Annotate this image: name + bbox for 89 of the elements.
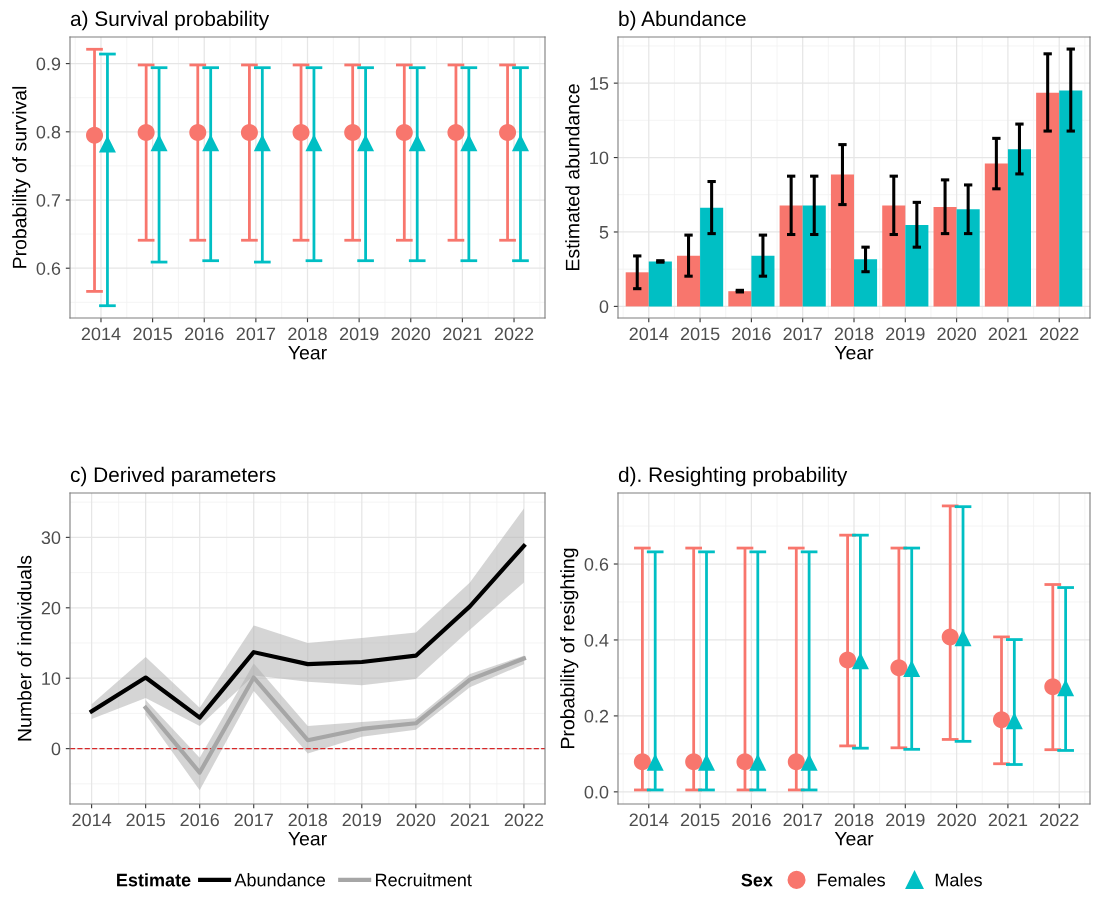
chart-title: a) Survival probability — [70, 10, 270, 31]
x-tick-label: 2016 — [180, 813, 219, 827]
y-axis-title: Estimated abundance — [565, 84, 580, 270]
bar — [1007, 149, 1031, 307]
bar — [802, 205, 826, 307]
bar — [677, 255, 701, 307]
x-axis-title: Year — [288, 345, 327, 360]
x-tick-label: 2017 — [234, 813, 273, 827]
y-tick-label: 0.0 — [584, 785, 609, 799]
x-axis-title: Year — [288, 831, 327, 846]
x-tick-label: 2018 — [834, 327, 874, 341]
y-tick-label: 30 — [41, 531, 61, 545]
x-tick-label: 2015 — [133, 327, 172, 341]
y-tick-label: 0 — [51, 742, 61, 756]
x-axis-title: Year — [834, 831, 874, 846]
line-series — [89, 543, 527, 720]
chart-title: b) Abundance — [619, 10, 746, 31]
y-tick-label: 0.7 — [36, 193, 61, 207]
y-axis-title: Probability of survival — [12, 86, 31, 268]
x-tick-label: 2020 — [937, 813, 976, 827]
bar — [956, 209, 980, 307]
chart-title: c) Derived parameters — [70, 466, 276, 487]
bar — [984, 163, 1008, 307]
x-tick-label: 2022 — [1040, 327, 1079, 341]
y-tick-label: 0.4 — [584, 633, 609, 647]
x-tick-label: 2021 — [443, 327, 482, 341]
y-tick-label: 20 — [41, 601, 61, 615]
chart-title: d). Resighting probability — [618, 466, 848, 487]
x-tick-label: 2018 — [288, 327, 327, 341]
x-tick-label: 2015 — [126, 813, 165, 827]
bar — [700, 207, 724, 307]
legend-title: Estimate — [117, 873, 191, 887]
bar — [751, 255, 775, 307]
x-tick-label: 2018 — [834, 813, 874, 827]
x-tick-label: 2017 — [783, 327, 822, 341]
x-tick-label: 2019 — [339, 327, 379, 341]
x-tick-label: 2018 — [288, 813, 328, 827]
x-tick-label: 2014 — [629, 327, 669, 341]
x-tick-label: 2016 — [732, 327, 771, 341]
y-tick-label: 0 — [599, 300, 609, 314]
x-tick-label: 2022 — [1040, 813, 1079, 827]
x-tick-label: 2020 — [937, 327, 976, 341]
y-tick-label: 0.2 — [584, 709, 609, 723]
bar — [933, 207, 957, 307]
bar — [1036, 92, 1060, 307]
x-tick-label: 2016 — [732, 813, 771, 827]
y-tick-label: 0.8 — [36, 125, 61, 139]
x-tick-label: 2021 — [988, 327, 1028, 341]
x-tick-label: 2019 — [886, 813, 925, 827]
legend-label: Males — [935, 873, 982, 887]
bar — [830, 174, 854, 307]
x-tick-label: 2021 — [450, 813, 490, 827]
legend-label: Females — [817, 873, 885, 887]
x-tick-label: 2020 — [396, 813, 436, 827]
bar — [1059, 90, 1083, 307]
bar — [905, 224, 929, 307]
y-axis-title: Number of individuals — [17, 555, 32, 741]
bar — [779, 205, 803, 307]
y-tick-label: 0.6 — [36, 262, 61, 275]
x-tick-label: 2019 — [886, 327, 925, 341]
bar — [625, 272, 649, 307]
x-tick-label: 2016 — [185, 327, 224, 341]
y-tick-label: 0.6 — [584, 557, 609, 571]
x-tick-label: 2014 — [81, 327, 121, 341]
x-tick-label: 2015 — [680, 327, 720, 341]
x-tick-label: 2017 — [236, 327, 276, 341]
x-tick-label: 2017 — [783, 813, 822, 827]
legend-label: Abundance — [234, 873, 325, 887]
bar — [882, 205, 906, 307]
y-tick-label: 5 — [599, 226, 609, 239]
y-tick-label: 15 — [590, 77, 609, 90]
y-axis-title: Probability of resighting — [560, 548, 579, 748]
y-tick-label: 0.9 — [36, 57, 61, 71]
bar — [854, 259, 878, 307]
x-tick-label: 2015 — [680, 813, 720, 827]
y-tick-label: 10 — [590, 151, 609, 165]
x-tick-label: 2014 — [72, 813, 112, 827]
legend-title: Sex — [741, 873, 773, 887]
x-tick-label: 2021 — [988, 813, 1028, 827]
bar — [728, 291, 752, 307]
x-tick-label: 2022 — [494, 327, 534, 341]
x-tick-label: 2019 — [342, 813, 382, 827]
x-tick-label: 2022 — [504, 813, 544, 827]
bar — [648, 261, 672, 307]
x-tick-label: 2020 — [391, 327, 431, 341]
x-axis-title: Year — [834, 345, 874, 360]
legend-label: Recruitment — [376, 873, 472, 887]
x-tick-label: 2014 — [629, 813, 669, 827]
y-tick-label: 10 — [42, 672, 61, 685]
